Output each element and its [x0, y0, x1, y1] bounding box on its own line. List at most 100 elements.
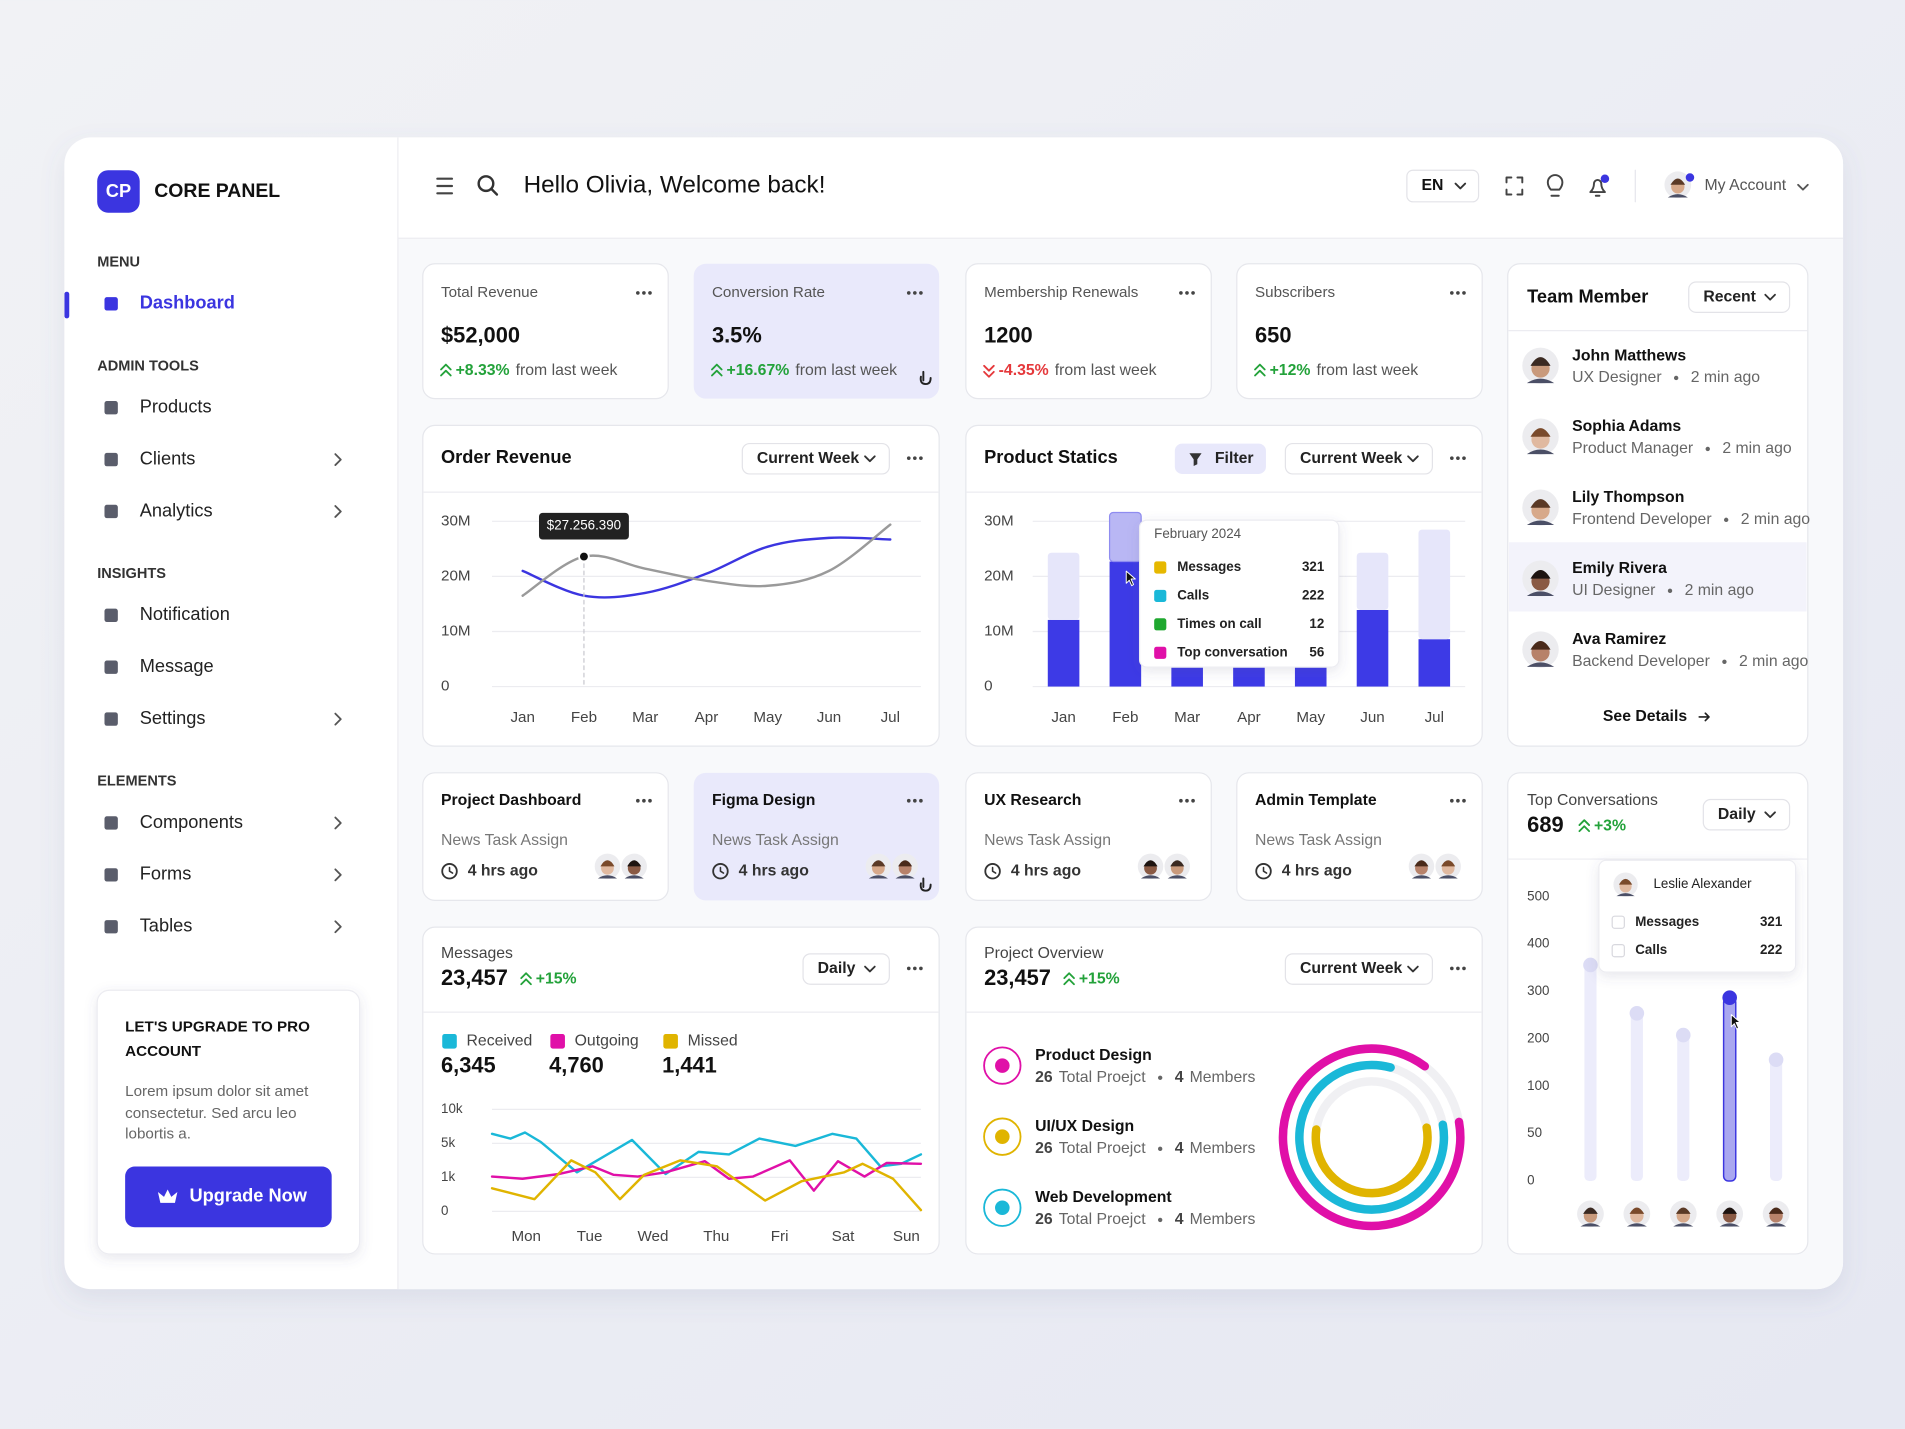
nav-icon [104, 816, 118, 830]
dropdown-label[interactable]: Current Week [757, 450, 860, 467]
dropdown-label[interactable]: Current Week [1300, 450, 1403, 467]
more-button[interactable] [1179, 798, 1195, 803]
filter-label[interactable]: Filter [1215, 450, 1254, 467]
see-details[interactable]: See Details [1603, 708, 1687, 725]
more-button[interactable] [636, 798, 652, 803]
more-button[interactable] [1450, 966, 1466, 971]
change-note: from last week [1055, 362, 1157, 379]
legend-total: 4,760 [549, 1053, 604, 1078]
language[interactable]: EN [1421, 177, 1443, 194]
stat-value: $52,000 [441, 322, 520, 347]
nav-item[interactable]: Tables [140, 916, 193, 936]
tooltip [1598, 859, 1797, 973]
nav-item[interactable]: Forms [140, 864, 192, 884]
member-name[interactable]: Sophia Adams [1572, 418, 1681, 435]
change: +8.33% [456, 362, 510, 379]
nav-item[interactable]: Products [140, 397, 212, 417]
more-button[interactable] [906, 798, 923, 803]
member-name[interactable]: Ava Ramirez [1572, 631, 1666, 648]
stat-value: 1200 [984, 322, 1033, 347]
line [490, 1131, 923, 1176]
chevron [1407, 965, 1419, 973]
logo-text: CP [106, 181, 131, 201]
nav-item[interactable]: Analytics [140, 500, 213, 520]
member-time: 2 min ago [1685, 582, 1755, 599]
nav-item[interactable]: Settings [140, 708, 206, 728]
tooltip-value: 321 [1302, 559, 1325, 574]
avatar-body [1626, 1223, 1647, 1227]
more-button[interactable] [906, 966, 923, 971]
project-title: Admin Template [1255, 792, 1377, 809]
ring [1311, 1123, 1432, 1198]
dropdown[interactable] [1702, 798, 1791, 831]
avatar [1613, 872, 1638, 897]
change: +15% [536, 971, 577, 988]
dot [1450, 291, 1454, 295]
dropdown-label[interactable]: Current Week [1300, 960, 1403, 977]
more-button[interactable] [1450, 798, 1466, 803]
dropdown[interactable] [1284, 953, 1434, 985]
avatar-hair [1170, 860, 1185, 867]
more-button[interactable] [1450, 456, 1466, 460]
avatar [1669, 1200, 1697, 1228]
dropdown[interactable] [1688, 281, 1791, 313]
language-select[interactable] [1406, 169, 1480, 203]
checkbox[interactable] [1611, 943, 1625, 958]
nav-item[interactable]: Clients [140, 448, 196, 468]
y-tick-label: 20M [441, 567, 471, 584]
nav-item[interactable]: Dashboard [140, 293, 235, 313]
member-count: 4 [1175, 1211, 1184, 1228]
avatar [1522, 418, 1559, 455]
dropdown-label[interactable]: Recent [1703, 288, 1756, 305]
member-time: 2 min ago [1691, 369, 1761, 386]
change: -4.35% [999, 362, 1049, 379]
upgrade-text: Lorem ipsum dolor sit amet consectetur. … [125, 1083, 308, 1143]
card [422, 263, 669, 400]
chevron [334, 712, 342, 726]
card [422, 926, 940, 1255]
idea-icon [1546, 174, 1564, 197]
dropdown[interactable] [802, 953, 890, 985]
nav-item[interactable]: Message [140, 656, 214, 676]
checkbox[interactable] [1611, 915, 1625, 929]
dropdown-label[interactable]: Daily [818, 960, 856, 977]
more-button[interactable] [1450, 291, 1466, 295]
nav-item[interactable]: Notification [140, 604, 230, 624]
avatar [621, 853, 647, 880]
member-name[interactable]: Lily Thompson [1572, 489, 1684, 506]
x-tick-label: Jan [1051, 709, 1075, 726]
y-tick-label: 0 [441, 1203, 448, 1218]
nav-item[interactable]: Components [140, 812, 243, 832]
avatar-hair [1618, 878, 1633, 885]
upgrade-button[interactable] [125, 1166, 332, 1228]
card-title: Order Revenue [441, 447, 572, 467]
separator [1723, 517, 1729, 523]
y-tick-label: 5k [441, 1135, 455, 1150]
section-title: ELEMENTS [97, 774, 177, 790]
more-button[interactable] [906, 456, 923, 460]
avatar [1164, 853, 1191, 880]
more-button[interactable] [906, 291, 923, 295]
more-button[interactable] [1179, 291, 1195, 295]
trend-arrow [1578, 819, 1591, 833]
account-menu[interactable]: My Account [1705, 177, 1787, 194]
dropdown[interactable] [741, 442, 890, 475]
upgrade-button-label[interactable]: Upgrade Now [190, 1186, 308, 1206]
tooltip-label: Top conversation [1177, 644, 1287, 659]
avatar-body [1667, 194, 1688, 198]
dot [906, 456, 911, 460]
line [490, 1159, 923, 1212]
bar [1770, 1059, 1783, 1182]
avatar [1577, 1200, 1604, 1228]
dropdown[interactable] [1284, 442, 1434, 475]
dropdown-label[interactable]: Daily [1718, 806, 1756, 823]
x-tick-label: Jun [1360, 709, 1384, 726]
member-name[interactable]: Emily Rivera [1572, 560, 1667, 577]
x-tick-label: May [1296, 709, 1325, 726]
more-button[interactable] [636, 291, 652, 295]
filter-button[interactable] [1174, 443, 1266, 474]
tooltip-label: Calls [1635, 942, 1667, 957]
tooltip-value: 321 [1760, 914, 1783, 929]
member-name[interactable]: John Matthews [1572, 347, 1686, 364]
